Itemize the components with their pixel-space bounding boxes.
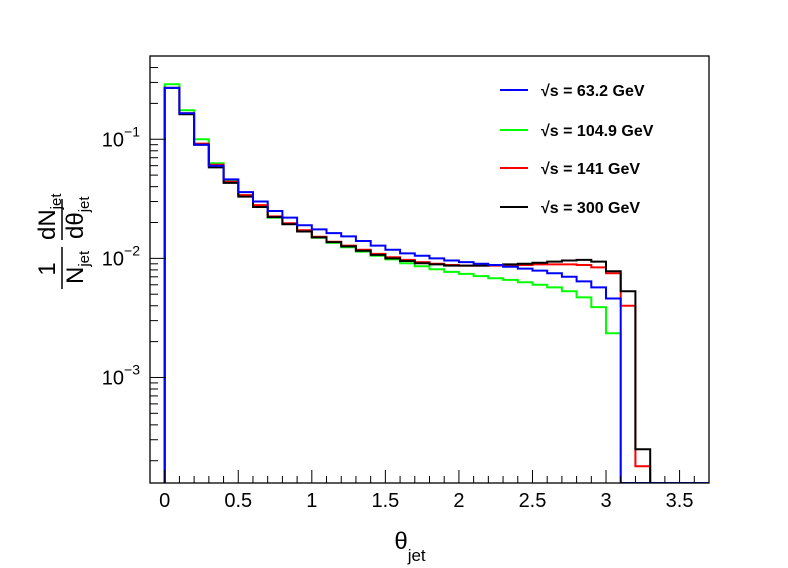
y-title-one: 1 [34,262,61,275]
legend-sqrt-symbol: √ [541,123,550,140]
legend: √s = 63.2 GeV√s = 104.9 GeV√s = 141 GeV√… [500,83,654,217]
x-tick-label: 3.5 [666,490,694,512]
x-tick-label: 0.5 [224,490,252,512]
legend-sqrt-symbol: √ [541,200,550,217]
y-tick-label-exponent: −2 [124,242,140,258]
y-tick-label: 10−3 [102,361,140,389]
legend-label-text: s = 104.9 GeV [550,123,654,140]
x-axis-subscript: jet [407,546,426,565]
legend-label-text: s = 141 GeV [550,161,641,178]
y-tick-label-base: 10 [102,248,124,270]
y-tick-label-exponent: −3 [124,361,140,377]
legend-sqrt-symbol: √ [541,83,550,100]
x-axis-symbol: θ [394,528,407,555]
x-tick-label: 0 [159,490,170,512]
y-title-dn-sub: jet [48,193,65,211]
legend-label-text: s = 63.2 GeV [550,83,645,100]
x-tick-label: 1 [306,490,317,512]
legend-label-2: √s = 141 GeV [541,161,640,178]
y-title-dtheta: dθjet [62,196,93,239]
y-axis-title: 1 Njet dNjet dθjet [34,193,93,289]
y-title-dn-base: dN [34,209,61,240]
y-tick-label-base: 10 [102,129,124,151]
y-tick-label-exponent: −1 [124,123,140,139]
y-tick-label: 10−2 [102,242,140,270]
series-line-3 [163,86,709,483]
y-title-njet-base: N [62,267,89,284]
x-tick-label: 2 [453,490,464,512]
x-tick-label: 2.5 [519,490,547,512]
legend-label-0: √s = 63.2 GeV [541,83,645,100]
y-title-dn: dNjet [34,193,65,240]
y-title-njet-sub: jet [76,250,93,268]
legend-label-text: s = 300 GeV [550,200,641,217]
y-tick-labels: 10−110−210−3 [102,123,140,389]
y-title-dtheta-sub: jet [76,196,93,214]
tick-layer [149,55,710,483]
y-title-njet: Njet [62,250,93,284]
x-tick-label: 3 [600,490,611,512]
x-tick-label: 1.5 [371,490,399,512]
y-tick-label-base: 10 [102,367,124,389]
legend-label-3: √s = 300 GeV [541,200,640,217]
legend-label-1: √s = 104.9 GeV [541,123,654,140]
x-tick-labels: 0 0.5 1 1.5 2 2.5 3 3.5 [159,490,693,512]
series-layer [163,83,709,483]
y-title-dtheta-base: dθ [62,212,89,239]
y-tick-label: 10−1 [102,123,140,151]
legend-sqrt-symbol: √ [541,161,550,178]
series-line-0 [163,86,709,483]
x-axis-title: θjet [394,528,426,565]
